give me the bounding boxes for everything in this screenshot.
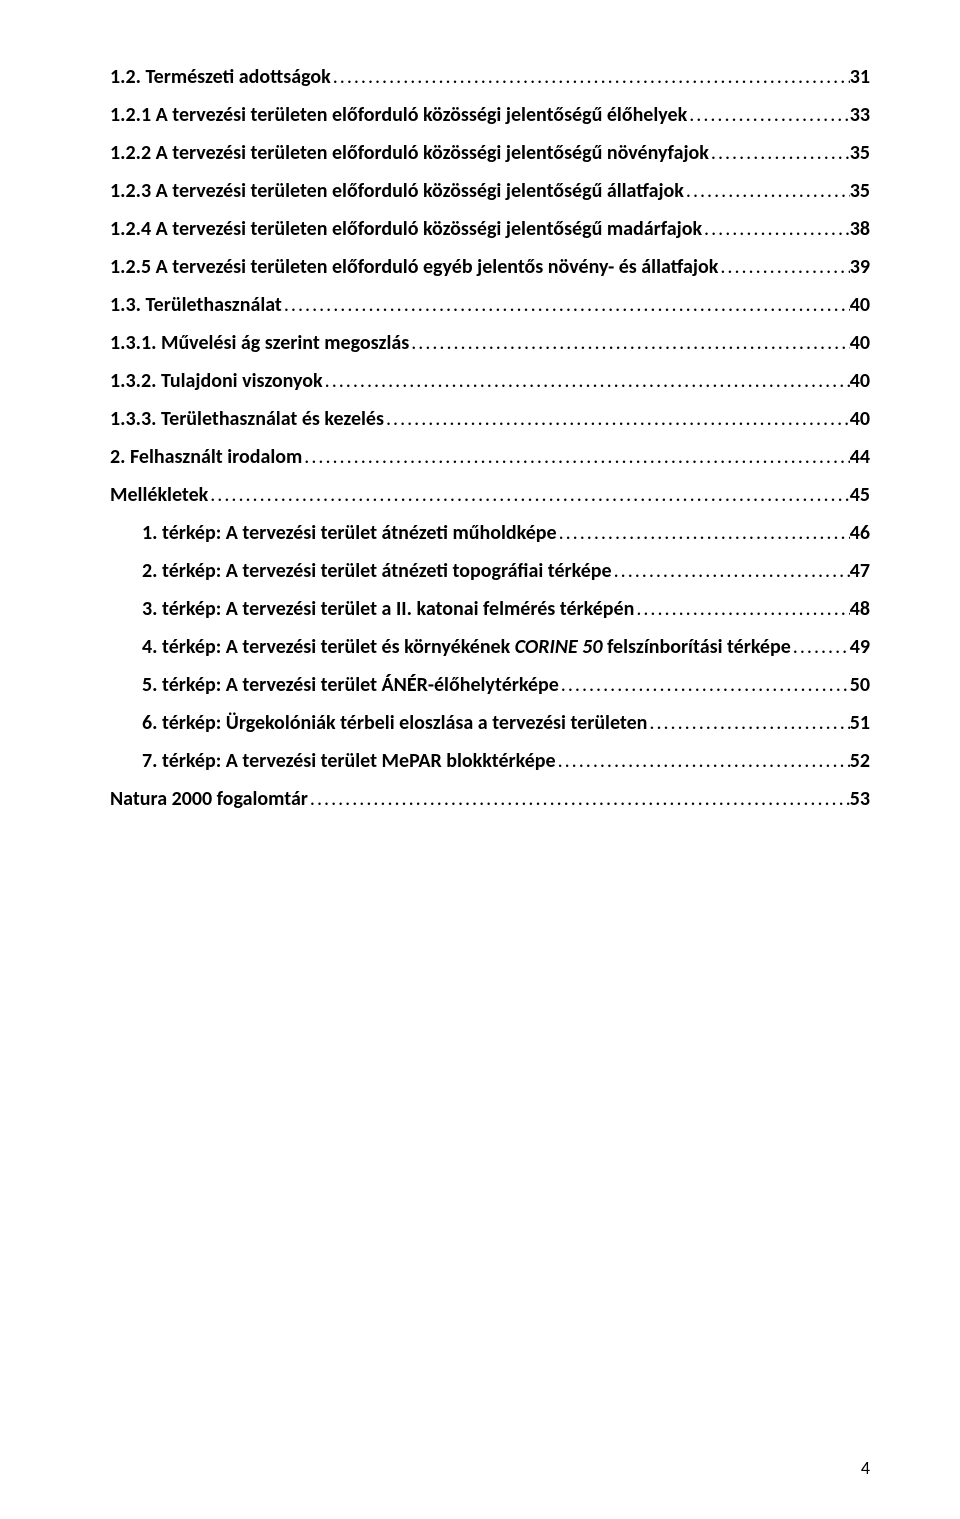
toc-entry-label-post: felszínborítási térképe: [603, 635, 791, 659]
toc-entry: 7. térkép: A tervezési terület MePAR blo…: [110, 742, 870, 780]
toc-entry-page: 40: [850, 286, 870, 324]
toc-entry-label: 1.3.1. Művelési ág szerint megoszlás: [110, 324, 409, 362]
toc-entry-page: 38: [850, 210, 870, 248]
toc-entry-page: 40: [850, 362, 870, 400]
toc-entry: 5. térkép: A tervezési terület ÁNÉR-élőh…: [110, 666, 870, 704]
toc-entry-page: 48: [850, 590, 870, 628]
toc-entry: 1.2.3 A tervezési területen előforduló k…: [110, 172, 870, 210]
document-page: 1.2. Természeti adottságok..............…: [0, 0, 960, 1519]
toc-leader-dots: ........................................…: [282, 286, 850, 324]
toc-entry-label: 1.2.1 A tervezési területen előforduló k…: [110, 96, 687, 134]
toc-entry: 1.3.1. Művelési ág szerint megoszlás....…: [110, 324, 870, 362]
toc-leader-dots: ........................................…: [791, 628, 850, 666]
toc-entry-page: 31: [850, 58, 870, 96]
toc-leader-dots: ........................................…: [702, 210, 850, 248]
toc-entry-page: 49: [850, 628, 870, 666]
toc-leader-dots: ........................................…: [634, 590, 849, 628]
toc-leader-dots: ........................................…: [718, 248, 849, 286]
toc-entry: 1.2. Természeti adottságok..............…: [110, 58, 870, 96]
toc-leader-dots: ........................................…: [556, 742, 850, 780]
toc-entry: 6. térkép: Ürgekolóniák térbeli eloszlás…: [110, 704, 870, 742]
toc-entry-label: 1.2.5 A tervezési területen előforduló e…: [110, 248, 718, 286]
toc-entry: 1. térkép: A tervezési terület átnézeti …: [110, 514, 870, 552]
toc-entry-page: 39: [850, 248, 870, 286]
toc-leader-dots: ........................................…: [323, 362, 850, 400]
toc-entry-label: Natura 2000 fogalomtár: [110, 780, 308, 818]
toc-entry-label-pre: 4. térkép: A tervezési terület és környé…: [142, 635, 515, 659]
toc-entry-page: 51: [850, 704, 870, 742]
page-number: 4: [861, 1457, 870, 1479]
toc-entry-page: 40: [850, 324, 870, 362]
toc-entry-page: 35: [850, 134, 870, 172]
toc-entry: 3. térkép: A tervezési terület a II. kat…: [110, 590, 870, 628]
toc-leader-dots: ........................................…: [557, 514, 850, 552]
toc-entry-page: 45: [850, 476, 870, 514]
toc-entry: 1.2.1 A tervezési területen előforduló k…: [110, 96, 870, 134]
toc-entry: 1.3. Területhasználat...................…: [110, 286, 870, 324]
toc-entry: 4. térkép: A tervezési terület és környé…: [110, 628, 870, 666]
toc-entry-label: 1.3.2. Tulajdoni viszonyok: [110, 362, 323, 400]
toc-leader-dots: ........................................…: [687, 96, 850, 134]
toc-entry: 1.2.4 A tervezési területen előforduló k…: [110, 210, 870, 248]
toc-entry-page: 50: [850, 666, 870, 704]
toc-entry: 1.2.2 A tervezési területen előforduló k…: [110, 134, 870, 172]
toc-leader-dots: ........................................…: [559, 666, 850, 704]
toc-entry-page: 52: [850, 742, 870, 780]
toc-entry-page: 40: [850, 400, 870, 438]
toc-entry: 1.3.2. Tulajdoni viszonyok..............…: [110, 362, 870, 400]
toc-entry-label: 1.2.2 A tervezési területen előforduló k…: [110, 134, 709, 172]
toc-leader-dots: ........................................…: [384, 400, 850, 438]
toc-entry: Natura 2000 fogalomtár..................…: [110, 780, 870, 818]
toc-entry-label: 1.2.4 A tervezési területen előforduló k…: [110, 210, 702, 248]
toc-entry-label: 1.2.3 A tervezési területen előforduló k…: [110, 172, 684, 210]
toc-entry: 1.2.5 A tervezési területen előforduló e…: [110, 248, 870, 286]
toc-leader-dots: ........................................…: [331, 58, 850, 96]
toc-entry-label-italic: CORINE 50: [515, 635, 603, 659]
table-of-contents: 1.2. Természeti adottságok..............…: [110, 58, 870, 818]
toc-entry-label: Mellékletek: [110, 476, 208, 514]
toc-entry-page: 46: [850, 514, 870, 552]
toc-entry-label: 1.3.3. Területhasználat és kezelés: [110, 400, 384, 438]
toc-entry-page: 53: [850, 780, 870, 818]
toc-entry-label: 1.2. Természeti adottságok: [110, 58, 331, 96]
toc-entry-page: 47: [850, 552, 870, 590]
toc-leader-dots: ........................................…: [647, 704, 849, 742]
toc-entry-page: 33: [850, 96, 870, 134]
toc-entry-label: 2. Felhasznált irodalom: [110, 438, 302, 476]
toc-entry: 2. térkép: A tervezési terület átnézeti …: [110, 552, 870, 590]
toc-entry-label: 4. térkép: A tervezési terület és környé…: [142, 628, 791, 666]
toc-entry-label: 5. térkép: A tervezési terület ÁNÉR-élőh…: [142, 666, 559, 704]
toc-leader-dots: ........................................…: [208, 476, 849, 514]
toc-leader-dots: ........................................…: [612, 552, 850, 590]
toc-entry: 1.3.3. Területhasználat és kezelés......…: [110, 400, 870, 438]
toc-entry-label: 7. térkép: A tervezési terület MePAR blo…: [142, 742, 556, 780]
toc-entry: Mellékletek.............................…: [110, 476, 870, 514]
toc-entry: 2. Felhasznált irodalom.................…: [110, 438, 870, 476]
toc-entry-page: 44: [850, 438, 870, 476]
toc-entry-label: 1. térkép: A tervezési terület átnézeti …: [142, 514, 557, 552]
toc-leader-dots: ........................................…: [684, 172, 850, 210]
toc-entry-label: 6. térkép: Ürgekolóniák térbeli eloszlás…: [142, 704, 647, 742]
toc-leader-dots: ........................................…: [709, 134, 850, 172]
toc-entry-page: 35: [850, 172, 870, 210]
toc-leader-dots: ........................................…: [308, 780, 850, 818]
toc-leader-dots: ........................................…: [409, 324, 850, 362]
toc-leader-dots: ........................................…: [302, 438, 849, 476]
toc-entry-label: 2. térkép: A tervezési terület átnézeti …: [142, 552, 612, 590]
toc-entry-label: 3. térkép: A tervezési terület a II. kat…: [142, 590, 634, 628]
toc-entry-label: 1.3. Területhasználat: [110, 286, 282, 324]
